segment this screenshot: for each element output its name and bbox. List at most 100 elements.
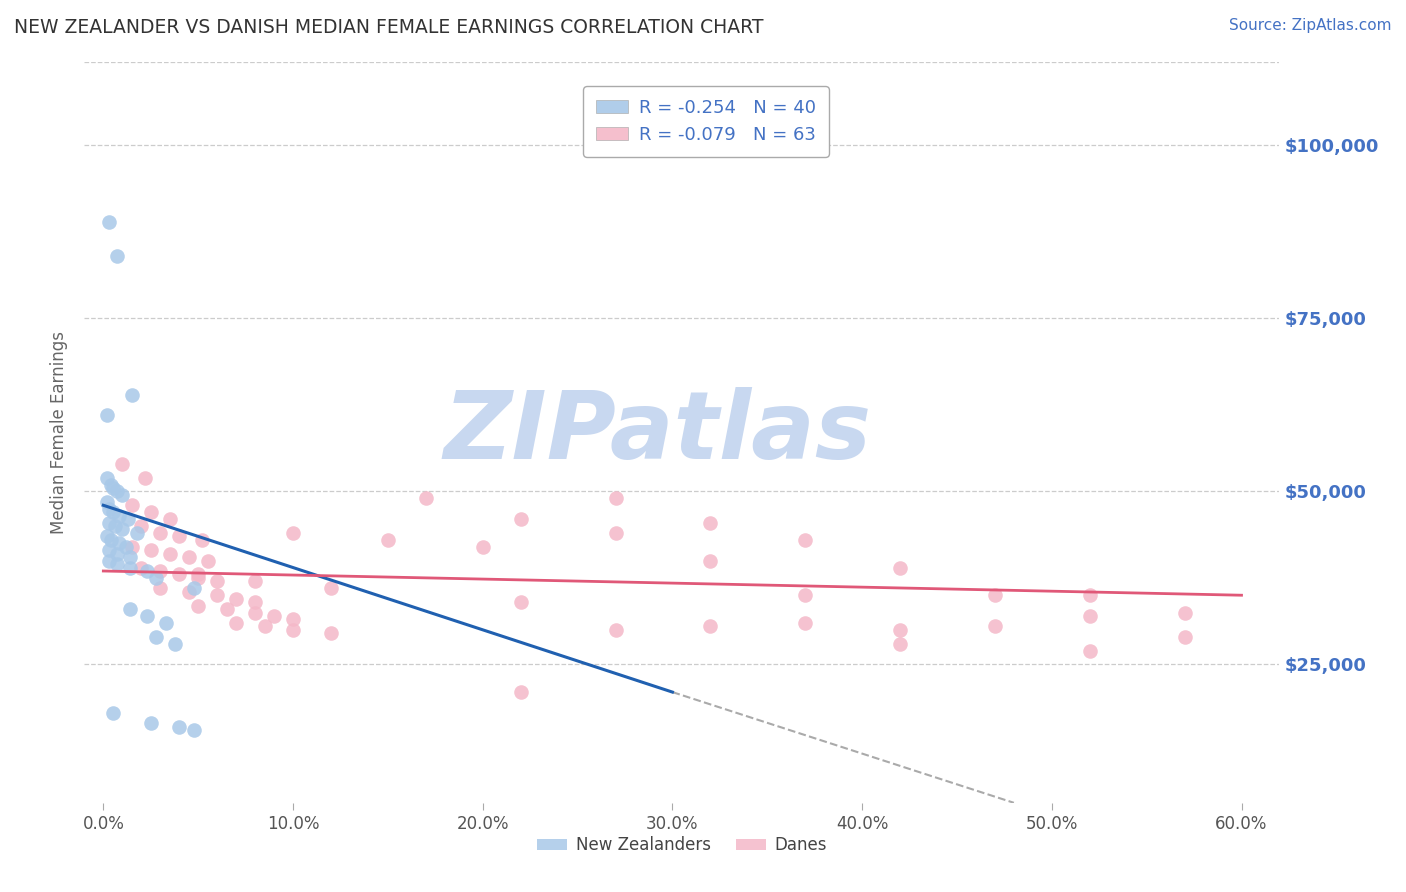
- Point: [111, 523, 134, 537]
- Point: [509, 512, 531, 526]
- Legend: New Zealanders, Danes: New Zealanders, Danes: [530, 830, 834, 861]
- Point: [139, 716, 162, 731]
- Text: ZIPatlas: ZIPatlas: [444, 386, 872, 479]
- Point: [1078, 588, 1101, 602]
- Point: [699, 619, 721, 633]
- Point: [149, 525, 172, 540]
- Point: [889, 637, 911, 651]
- Point: [101, 505, 124, 519]
- Point: [177, 584, 200, 599]
- Point: [134, 470, 156, 484]
- Point: [98, 516, 121, 530]
- Point: [984, 588, 1007, 602]
- Point: [187, 567, 209, 582]
- Point: [145, 630, 167, 644]
- Point: [225, 615, 247, 630]
- Point: [319, 582, 342, 596]
- Point: [139, 543, 162, 558]
- Point: [794, 615, 817, 630]
- Point: [183, 582, 205, 596]
- Point: [105, 484, 128, 499]
- Point: [243, 574, 266, 589]
- Point: [149, 582, 172, 596]
- Point: [105, 249, 128, 263]
- Point: [118, 602, 141, 616]
- Point: [177, 550, 200, 565]
- Point: [794, 588, 817, 602]
- Point: [159, 512, 181, 526]
- Point: [183, 723, 205, 738]
- Point: [159, 547, 181, 561]
- Point: [98, 214, 121, 228]
- Point: [471, 540, 494, 554]
- Point: [118, 560, 141, 574]
- Point: [281, 623, 304, 637]
- Point: [415, 491, 437, 506]
- Point: [1174, 630, 1197, 644]
- Point: [101, 481, 124, 495]
- Point: [129, 560, 152, 574]
- Y-axis label: Median Female Earnings: Median Female Earnings: [51, 331, 69, 534]
- Point: [96, 409, 118, 423]
- Point: [984, 619, 1007, 633]
- Point: [253, 619, 276, 633]
- Point: [794, 533, 817, 547]
- Point: [136, 609, 159, 624]
- Point: [197, 554, 219, 568]
- Point: [105, 557, 128, 571]
- Point: [111, 457, 134, 471]
- Point: [167, 567, 190, 582]
- Point: [118, 550, 141, 565]
- Point: [139, 505, 162, 519]
- Point: [145, 571, 167, 585]
- Point: [129, 519, 152, 533]
- Point: [281, 612, 304, 626]
- Point: [121, 387, 143, 401]
- Point: [96, 470, 118, 484]
- Point: [1174, 606, 1197, 620]
- Point: [205, 574, 228, 589]
- Point: [889, 623, 911, 637]
- Point: [225, 591, 247, 606]
- Point: [243, 595, 266, 609]
- Point: [1078, 643, 1101, 657]
- Point: [98, 543, 121, 558]
- Point: [121, 498, 143, 512]
- Point: [509, 685, 531, 699]
- Point: [605, 623, 627, 637]
- Point: [115, 540, 138, 554]
- Point: [121, 540, 143, 554]
- Point: [98, 554, 121, 568]
- Point: [215, 602, 238, 616]
- Point: [98, 501, 121, 516]
- Point: [509, 595, 531, 609]
- Text: NEW ZEALANDER VS DANISH MEDIAN FEMALE EARNINGS CORRELATION CHART: NEW ZEALANDER VS DANISH MEDIAN FEMALE EA…: [14, 18, 763, 37]
- Point: [605, 491, 627, 506]
- Point: [319, 626, 342, 640]
- Point: [155, 615, 177, 630]
- Point: [243, 606, 266, 620]
- Point: [889, 560, 911, 574]
- Point: [1078, 609, 1101, 624]
- Point: [104, 519, 127, 533]
- Point: [149, 564, 172, 578]
- Point: [699, 516, 721, 530]
- Point: [167, 529, 190, 543]
- Point: [165, 637, 187, 651]
- Point: [96, 495, 118, 509]
- Point: [281, 525, 304, 540]
- Point: [263, 609, 285, 624]
- Text: Source: ZipAtlas.com: Source: ZipAtlas.com: [1229, 18, 1392, 33]
- Point: [377, 533, 399, 547]
- Point: [107, 508, 129, 523]
- Point: [100, 477, 122, 491]
- Point: [205, 588, 228, 602]
- Point: [187, 571, 209, 585]
- Point: [187, 599, 209, 613]
- Point: [136, 564, 159, 578]
- Point: [101, 706, 124, 720]
- Point: [105, 547, 128, 561]
- Point: [100, 533, 122, 547]
- Point: [111, 488, 134, 502]
- Point: [127, 525, 149, 540]
